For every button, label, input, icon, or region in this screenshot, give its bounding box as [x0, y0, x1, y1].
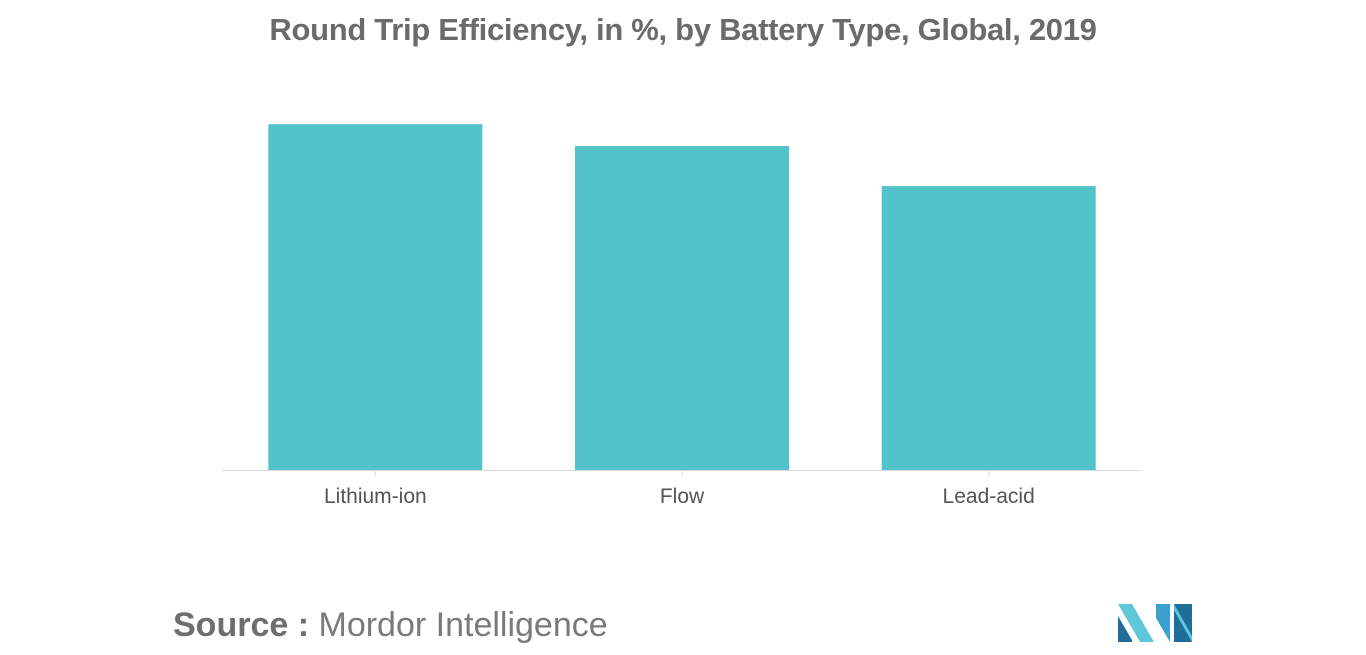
x-ticks-layer [374, 470, 990, 476]
x-tick-label: Lithium-ion [324, 485, 427, 508]
x-tick-labels-layer: Lithium-ion Flow Lead-acid [324, 485, 1035, 508]
bar-lead-acid [881, 186, 1096, 470]
x-tick-label: Flow [660, 485, 705, 508]
logo-stroke-left-base [1118, 616, 1132, 642]
logo-stroke-left-diagonal [1118, 604, 1154, 642]
source-label: Source : [173, 606, 310, 644]
source-name: Mordor Intelligence [318, 606, 608, 644]
bar-lithium-ion [268, 124, 483, 470]
logo-stroke-middle [1156, 604, 1170, 642]
chart-title: Round Trip Efficiency, in %, by Battery … [269, 12, 1097, 47]
bars-layer [268, 124, 1096, 471]
x-tick-label: Lead-acid [943, 485, 1035, 508]
source-line: Source : Mordor Intelligence [173, 606, 608, 645]
logo-stroke-right-highlight [1174, 604, 1192, 642]
bar-flow [575, 146, 789, 471]
mordor-intelligence-logo-icon [1118, 604, 1192, 642]
